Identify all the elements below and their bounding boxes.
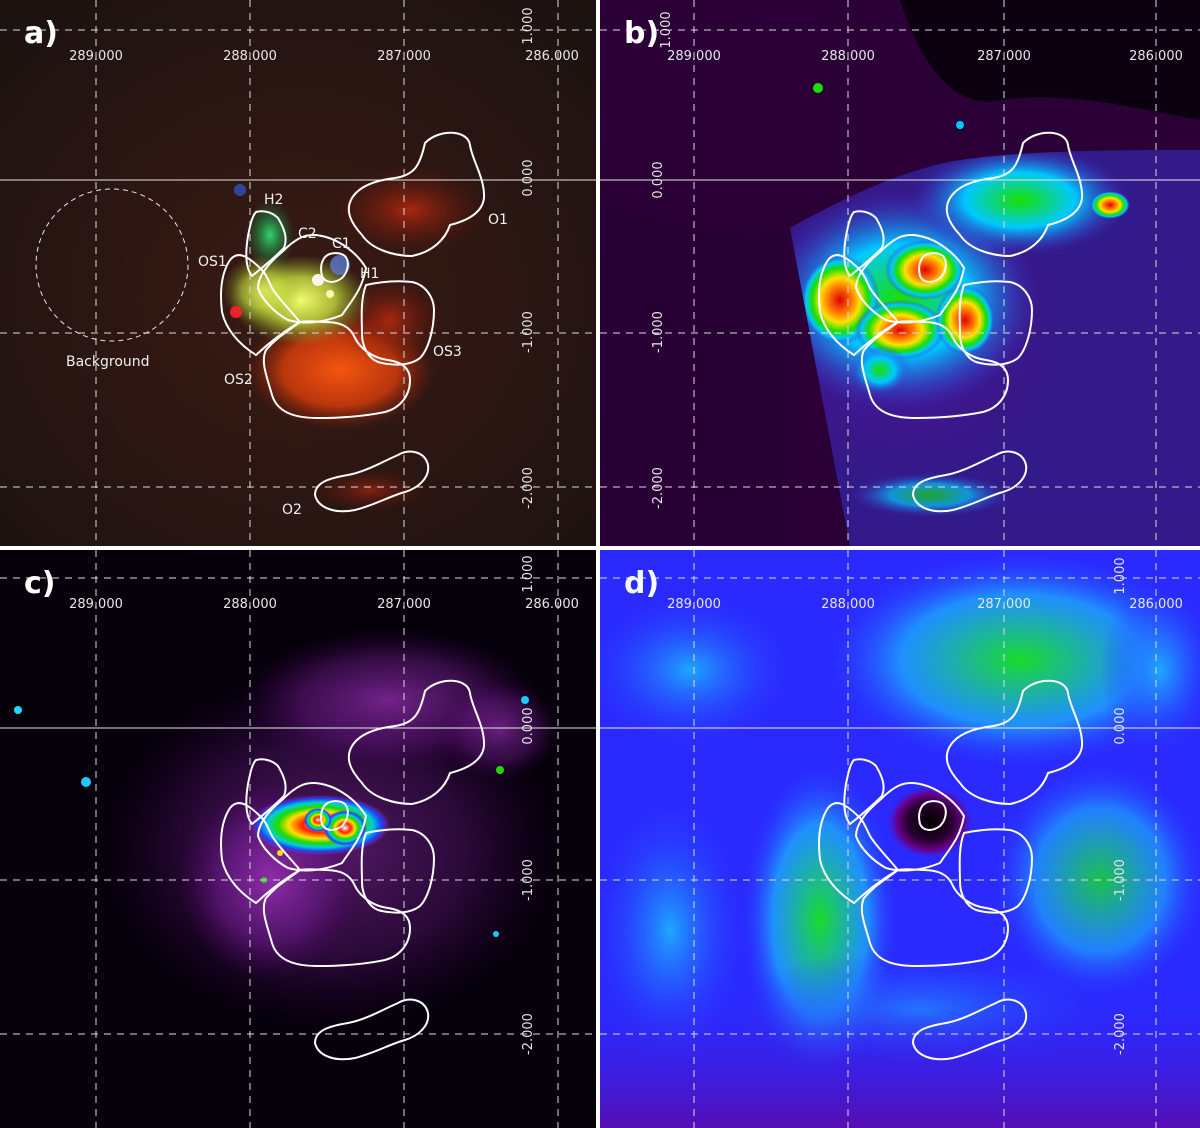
background-region-circle bbox=[35, 188, 189, 342]
lon-tick: 286.000 bbox=[1129, 597, 1183, 612]
lon-tick: 288.000 bbox=[223, 49, 277, 64]
lat-tick: 0.000 bbox=[651, 161, 666, 198]
lat-tick: 0.000 bbox=[521, 159, 536, 196]
lon-tick: 287.000 bbox=[977, 49, 1031, 64]
panel-c-regions bbox=[220, 679, 486, 1061]
panel-b: b) 289.000 288.000 287.000 286.000 1.000… bbox=[600, 0, 1200, 546]
panel-d-annotations: 289.000 288.000 287.000 286.000 1.000 0.… bbox=[667, 557, 1183, 1055]
region-label-c2: C2 bbox=[298, 226, 317, 242]
region-label-os3: OS3 bbox=[433, 344, 462, 360]
lat-tick: 1.000 bbox=[659, 11, 674, 48]
region-label-background: Background bbox=[66, 354, 150, 370]
panel-a-image bbox=[0, 0, 596, 546]
panel-label: b) bbox=[624, 16, 660, 51]
lat-tick: -1.000 bbox=[651, 311, 666, 353]
panel-a: a) 289.000 288.000 287.000 286.000 1.000… bbox=[0, 0, 596, 546]
lon-tick: 289.000 bbox=[667, 597, 721, 612]
lat-tick: -1.000 bbox=[1113, 859, 1128, 901]
panel-b-regions bbox=[818, 131, 1084, 513]
panel-c-grid bbox=[0, 550, 596, 1128]
lon-tick: 289.000 bbox=[69, 49, 123, 64]
lon-tick: 286.000 bbox=[1129, 49, 1183, 64]
lon-tick: 288.000 bbox=[821, 597, 875, 612]
lat-tick: 0.000 bbox=[521, 707, 536, 744]
region-label-o1: O1 bbox=[488, 212, 508, 228]
region-label-os1: OS1 bbox=[198, 254, 227, 270]
lon-tick: 287.000 bbox=[377, 597, 431, 612]
lat-tick: -2.000 bbox=[521, 467, 536, 509]
panel-c: c) 289.000 288.000 287.000 286.000 1.000… bbox=[0, 550, 596, 1128]
panel-b-image bbox=[600, 0, 1200, 546]
lat-tick: -2.000 bbox=[651, 467, 666, 509]
lat-tick: 0.000 bbox=[1113, 707, 1128, 744]
lat-tick: -2.000 bbox=[521, 1013, 536, 1055]
panel-label: a) bbox=[24, 16, 58, 51]
lat-tick: -1.000 bbox=[521, 859, 536, 901]
lat-tick: 1.000 bbox=[521, 555, 536, 592]
lon-tick: 287.000 bbox=[977, 597, 1031, 612]
lon-tick: 289.000 bbox=[667, 49, 721, 64]
panel-c-image bbox=[0, 550, 596, 1128]
panel-b-grid bbox=[600, 0, 1200, 546]
lon-tick: 287.000 bbox=[377, 49, 431, 64]
panel-d-regions bbox=[818, 679, 1084, 1061]
panel-b-annotations: 289.000 288.000 287.000 286.000 1.000 0.… bbox=[651, 11, 1183, 509]
lon-tick: 286.000 bbox=[525, 597, 579, 612]
panel-label: c) bbox=[24, 566, 56, 601]
region-label-c1: C1 bbox=[332, 236, 351, 252]
panel-a-regions bbox=[220, 131, 486, 513]
lat-tick: -2.000 bbox=[1113, 1013, 1128, 1055]
region-label-h1: H1 bbox=[360, 266, 379, 282]
lon-tick: 289.000 bbox=[69, 597, 123, 612]
lon-tick: 288.000 bbox=[223, 597, 277, 612]
region-label-os2: OS2 bbox=[224, 372, 253, 388]
lat-tick: 1.000 bbox=[1113, 557, 1128, 594]
panel-label: d) bbox=[624, 566, 660, 601]
panel-a-annotations: 289.000 288.000 287.000 286.000 1.000 0.… bbox=[66, 7, 579, 518]
lat-tick: 1.000 bbox=[521, 7, 536, 44]
lat-tick: -1.000 bbox=[521, 311, 536, 353]
lon-tick: 286.000 bbox=[525, 49, 579, 64]
region-label-h2: H2 bbox=[264, 192, 283, 208]
panel-d-image bbox=[600, 550, 1200, 1128]
panel-c-annotations: 289.000 288.000 287.000 286.000 1.000 0.… bbox=[69, 555, 579, 1055]
region-label-o2: O2 bbox=[282, 502, 302, 518]
panel-d-grid bbox=[600, 550, 1200, 1128]
lon-tick: 288.000 bbox=[821, 49, 875, 64]
panel-d: d) 289.000 288.000 287.000 286.000 1.000… bbox=[600, 550, 1200, 1128]
